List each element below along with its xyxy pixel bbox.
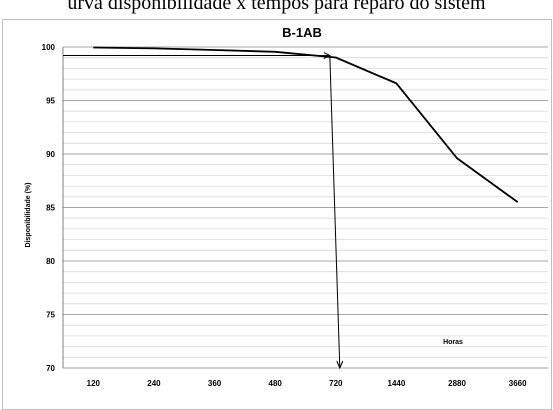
x-tick-label: 1440: [388, 379, 406, 388]
y-tick-label: 85: [46, 204, 55, 213]
reference-vertical-line: [329, 55, 341, 369]
y-tick-label: 90: [46, 150, 55, 159]
reference-lines: [63, 52, 344, 370]
chart-frame: [2, 19, 552, 410]
y-tick-label: 75: [46, 311, 55, 320]
x-tick-label: 240: [147, 379, 161, 388]
figure-caption: urva disponibilidade x tempos para repar…: [67, 0, 486, 14]
chart-title: B-1AB: [282, 25, 322, 40]
x-tick-label: 120: [87, 379, 101, 388]
reference-vertical-arrowhead: [336, 360, 344, 370]
y-tick-labels: 70 75 80 85 90 95 100: [42, 43, 56, 373]
x-axis-label: Horas: [443, 339, 463, 346]
y-tick-label: 95: [46, 97, 55, 106]
x-tick-label: 2880: [448, 379, 466, 388]
x-tick-label: 720: [329, 379, 343, 388]
y-axis-label: Disponibilidade (%): [25, 183, 32, 248]
x-tick-label: 480: [269, 379, 283, 388]
series-group: [93, 46, 519, 203]
x-tick-labels: 120 240 360 480 720 1440 2880 3660: [87, 379, 528, 388]
series-line: [93, 46, 519, 203]
y-tick-label: 80: [46, 257, 55, 266]
x-tick-label: 360: [208, 379, 222, 388]
x-tick-label: 3660: [509, 379, 527, 388]
y-tick-label: 70: [46, 364, 55, 373]
grid-lines: [62, 46, 548, 369]
y-tick-label: 100: [42, 43, 56, 52]
